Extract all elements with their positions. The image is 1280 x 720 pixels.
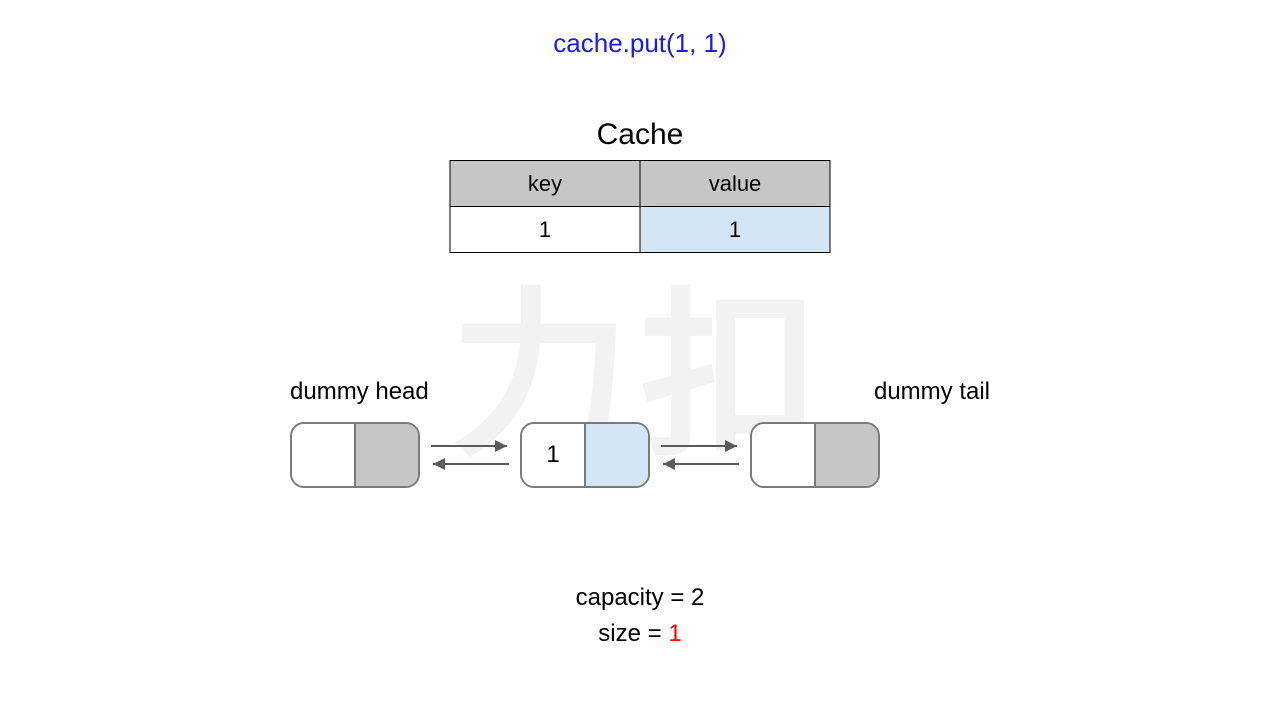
- cache-title: Cache: [450, 118, 831, 152]
- cell-key: 1: [450, 207, 640, 253]
- table-header-row: key value: [450, 161, 830, 207]
- size-label: size =: [598, 620, 668, 647]
- status-block: capacity = 2 size = 1: [576, 580, 705, 652]
- table-row: 1 1: [450, 207, 830, 253]
- header-key: key: [450, 161, 640, 207]
- linked-list-area: dummy head dummy tail 1: [280, 378, 1000, 518]
- node-head: [290, 422, 420, 488]
- size-line: size = 1: [576, 616, 705, 652]
- node-tail-key: [752, 424, 814, 486]
- cache-table-block: Cache key value 1 1: [450, 118, 831, 253]
- diagram-stage: cache.put(1, 1) Cache key value 1 1 dumm…: [0, 0, 1280, 720]
- node-1-value: [586, 424, 648, 486]
- capacity-value: 2: [691, 584, 704, 611]
- operation-call: cache.put(1, 1): [553, 28, 726, 59]
- capacity-line: capacity = 2: [576, 580, 705, 616]
- cell-value: 1: [640, 207, 830, 253]
- node-1-key: 1: [522, 424, 584, 486]
- node-head-value: [356, 424, 418, 486]
- dummy-tail-label: dummy tail: [874, 378, 990, 406]
- node-tail-value: [816, 424, 878, 486]
- node-head-key: [292, 424, 354, 486]
- arrow-pair-1: [425, 422, 515, 488]
- size-value: 1: [668, 620, 681, 647]
- dummy-head-label: dummy head: [290, 378, 429, 406]
- node-1: 1: [520, 422, 650, 488]
- arrow-pair-2: [655, 422, 745, 488]
- header-value: value: [640, 161, 830, 207]
- node-tail: [750, 422, 880, 488]
- capacity-label: capacity =: [576, 584, 691, 611]
- cache-table: key value 1 1: [450, 160, 831, 253]
